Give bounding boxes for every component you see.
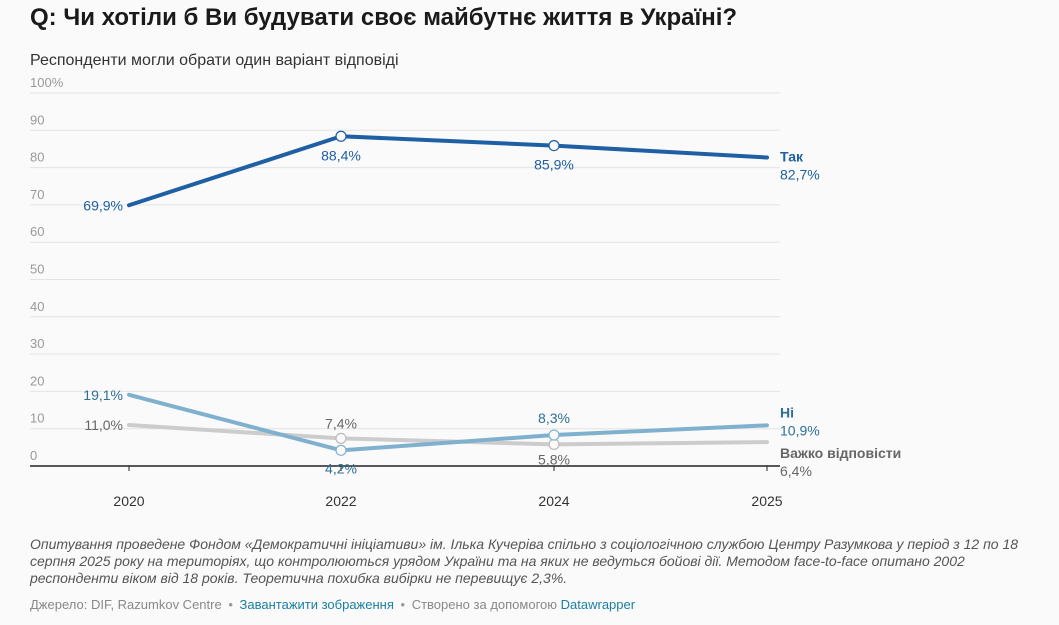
data-label: 69,9% <box>83 197 123 213</box>
y-tick-label: 60 <box>30 224 44 239</box>
y-tick-label: 30 <box>30 336 44 351</box>
series-label-hard-to-say: Важко відповісти <box>780 445 901 461</box>
data-label: 19,1% <box>83 387 123 403</box>
data-point <box>548 438 560 450</box>
chart-subtitle: Респонденти могли обрати один варіант ві… <box>30 52 399 69</box>
y-tick-label: 0 <box>30 448 37 463</box>
source-text: Джерело: DIF, Razumkov Centre <box>30 597 222 612</box>
x-tick-label: 2020 <box>113 493 144 509</box>
footer-separator: • <box>228 597 233 612</box>
data-label: 5,8% <box>538 451 570 467</box>
data-point <box>335 432 347 444</box>
data-label: 82,7% <box>780 167 820 183</box>
series-label-no: Ні <box>780 404 794 420</box>
survey-notes: Опитування проведене Фондом «Демократичн… <box>30 536 1019 586</box>
data-label: 11,0% <box>84 417 123 433</box>
data-point <box>335 444 347 456</box>
datawrapper-link[interactable]: Datawrapper <box>560 597 636 612</box>
y-tick-label: 10 <box>30 411 44 426</box>
line-chart: 100% 90 80 70 60 50 40 30 20 10 0 2020 2022 2024 2025 6… <box>30 75 901 509</box>
y-tick-label: 80 <box>30 150 44 165</box>
y-tick-label: 40 <box>30 299 44 314</box>
data-label: 88,4% <box>321 147 361 163</box>
series-line-yes <box>127 134 769 208</box>
chart-title: Q: Чи хотіли б Ви будувати своє майбутнє… <box>30 4 738 31</box>
data-label: 7,4% <box>325 415 357 431</box>
y-tick-label: 90 <box>30 112 44 127</box>
series-line-no <box>127 392 769 453</box>
created-with-text: Створено за допомогою <box>411 597 558 612</box>
y-tick-label: 100% <box>30 75 64 90</box>
data-label: 10,9% <box>780 422 820 438</box>
data-point <box>335 130 347 142</box>
series-label-yes: Так <box>780 149 804 165</box>
data-point <box>548 429 560 441</box>
x-tick-label: 2022 <box>325 493 356 509</box>
data-label: 85,9% <box>534 157 574 173</box>
data-point <box>548 139 560 152</box>
y-tick-label: 70 <box>30 187 44 202</box>
x-tick-label: 2025 <box>751 493 782 509</box>
download-image-link[interactable]: Завантажити зображення <box>239 597 394 612</box>
x-tick-label: 2024 <box>538 493 569 509</box>
data-label: 6,4% <box>780 463 812 479</box>
data-label: 8,3% <box>538 410 570 426</box>
y-tick-label: 20 <box>30 373 44 388</box>
footer-separator: • <box>400 597 406 612</box>
y-tick-label: 50 <box>30 262 44 277</box>
data-label: 4,2% <box>325 460 357 476</box>
footer: Джерело: DIF, Razumkov Centre • Завантаж… <box>30 597 635 612</box>
